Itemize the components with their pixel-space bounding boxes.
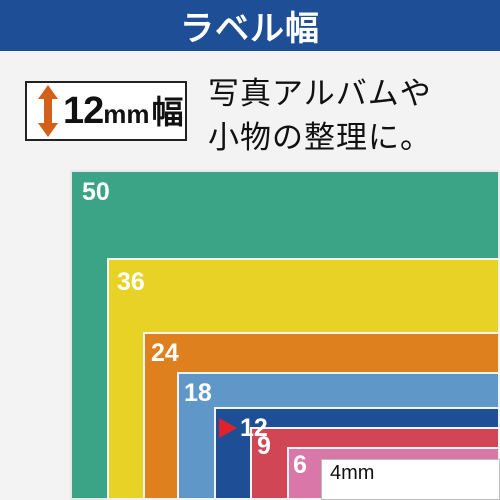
description-line-2: 小物の整理に。: [208, 120, 432, 155]
header-title: ラベル幅: [180, 10, 320, 48]
tape-36-label: 36: [117, 268, 145, 296]
label-width-box: 12mm幅: [25, 81, 187, 141]
label-width-kanji: 幅: [151, 94, 184, 130]
label-width-unit: mm: [103, 99, 150, 129]
tape-12-label: 12: [240, 414, 268, 442]
tape-50-label: 50: [82, 178, 110, 206]
header-banner: ラベル幅: [0, 0, 500, 51]
tape-24-label: 24: [151, 339, 179, 367]
description: 写真アルバムや 小物の整理に。: [208, 72, 432, 160]
label-width-text: 12mm幅: [63, 90, 184, 132]
red-triangle-marker-icon: [219, 418, 237, 438]
tape-18-label: 18: [184, 379, 212, 407]
tape-4mm: [321, 459, 500, 500]
double-arrow-vertical-icon: [38, 85, 58, 137]
tape-4-label: 4mm: [330, 462, 375, 484]
tape-9-label: 9: [257, 432, 271, 460]
tape-12-label-group: 12: [219, 416, 268, 441]
tape-6-label: 6: [293, 451, 307, 479]
description-line-1: 写真アルバムや: [208, 76, 432, 111]
label-width-number: 12: [63, 90, 104, 132]
